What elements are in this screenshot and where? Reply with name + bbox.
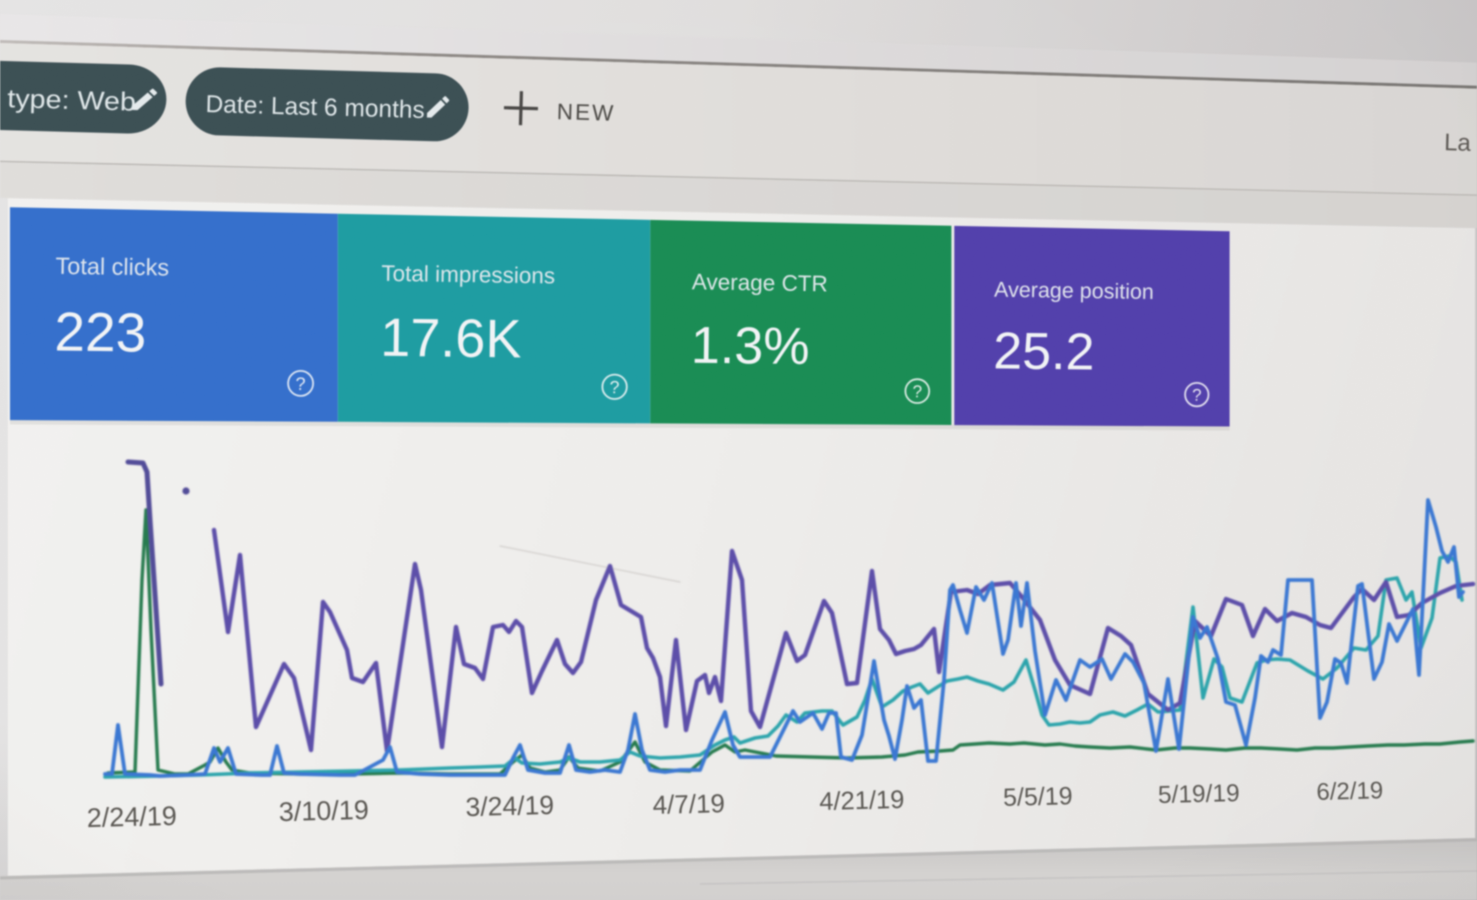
svg-text:Total impressions: Total impressions (381, 261, 555, 289)
svg-text:?: ? (1192, 386, 1201, 405)
svg-text:223: 223 (54, 301, 146, 364)
svg-text:2/24/19: 2/24/19 (86, 801, 177, 833)
svg-text:?: ? (296, 374, 306, 394)
svg-text:17.6K: 17.6K (380, 308, 522, 370)
svg-text:Average CTR: Average CTR (692, 269, 828, 296)
svg-text:4/21/19: 4/21/19 (819, 786, 905, 816)
svg-text:3/10/19: 3/10/19 (278, 795, 369, 827)
svg-text:?: ? (610, 377, 620, 397)
svg-text:5/19/19: 5/19/19 (1158, 780, 1240, 809)
svg-text:NEW: NEW (557, 99, 616, 126)
svg-text:Total clicks: Total clicks (55, 253, 169, 281)
svg-text:3/24/19: 3/24/19 (465, 790, 554, 822)
svg-text:La: La (1444, 129, 1472, 157)
svg-text:25.2: 25.2 (993, 322, 1095, 381)
svg-text:type: Web: type: Web (7, 83, 136, 116)
svg-text:1.3%: 1.3% (691, 317, 810, 376)
svg-text:5/5/19: 5/5/19 (1003, 782, 1073, 812)
svg-text:?: ? (912, 381, 922, 401)
svg-text:6/2/19: 6/2/19 (1316, 777, 1383, 806)
svg-text:4/7/19: 4/7/19 (652, 788, 725, 820)
svg-text:Average position: Average position (994, 278, 1154, 304)
